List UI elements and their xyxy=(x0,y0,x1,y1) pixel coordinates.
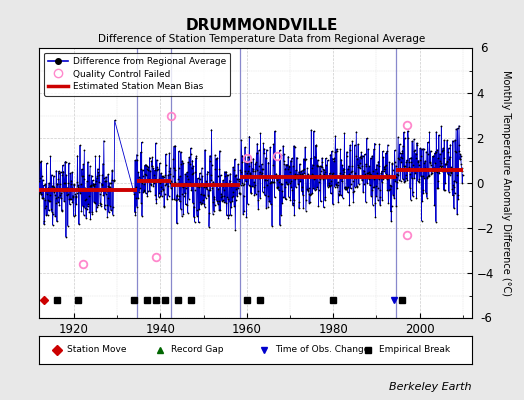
Text: Time of Obs. Change: Time of Obs. Change xyxy=(275,346,369,354)
Text: Record Gap: Record Gap xyxy=(171,346,224,354)
Text: 6: 6 xyxy=(480,42,488,54)
Text: Berkeley Earth: Berkeley Earth xyxy=(389,382,472,392)
Legend: Difference from Regional Average, Quality Control Failed, Estimated Station Mean: Difference from Regional Average, Qualit… xyxy=(44,52,231,96)
Text: DRUMMONDVILLE: DRUMMONDVILLE xyxy=(186,18,338,33)
Text: Station Move: Station Move xyxy=(68,346,127,354)
Text: Difference of Station Temperature Data from Regional Average: Difference of Station Temperature Data f… xyxy=(99,34,425,44)
Text: Empirical Break: Empirical Break xyxy=(379,346,450,354)
Text: -6: -6 xyxy=(480,312,492,324)
Y-axis label: Monthly Temperature Anomaly Difference (°C): Monthly Temperature Anomaly Difference (… xyxy=(501,70,511,296)
